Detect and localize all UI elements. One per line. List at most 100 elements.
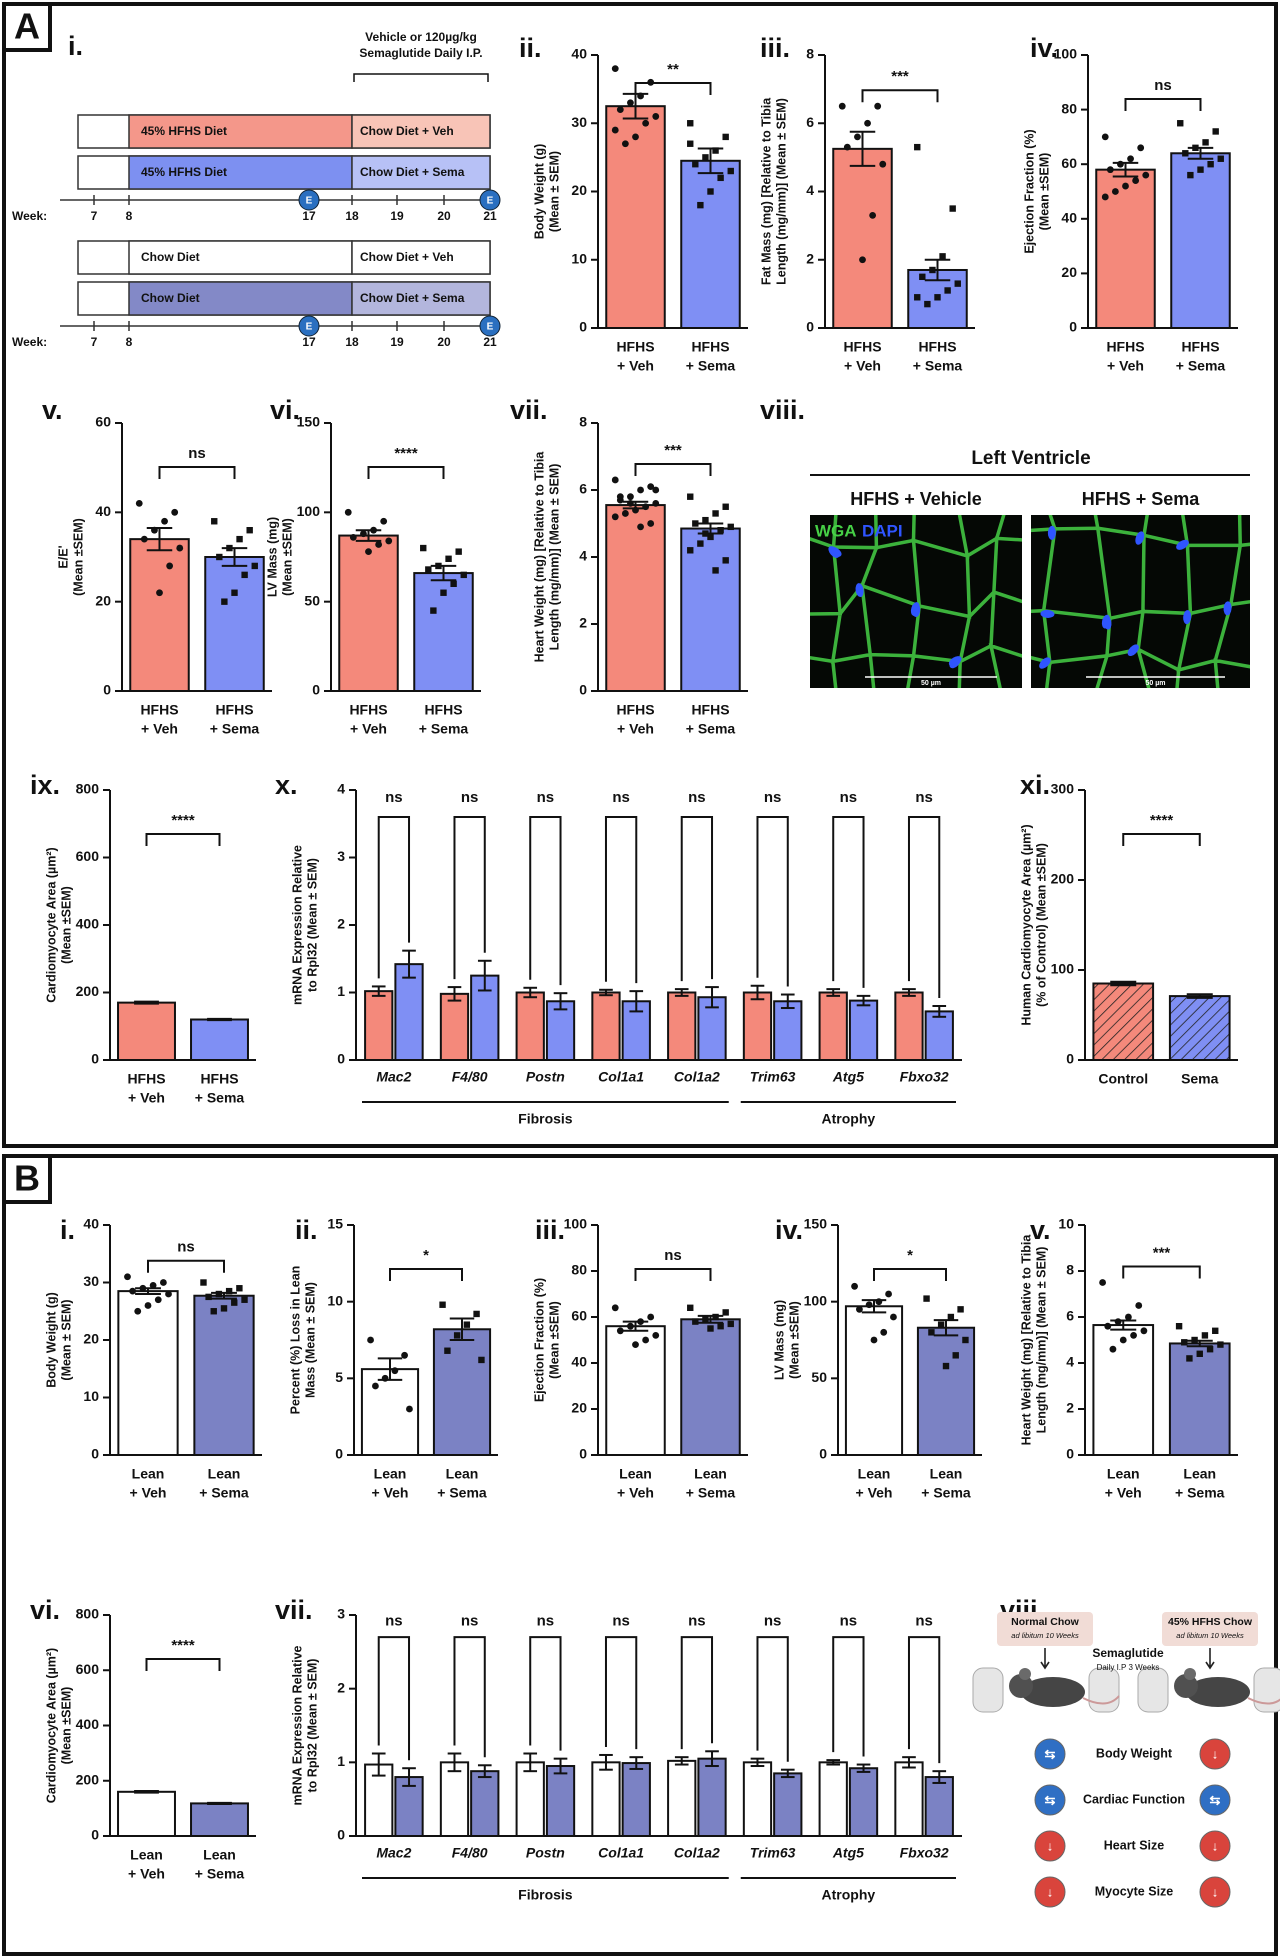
y-axis-label: (Mean ±SEM)	[59, 886, 73, 964]
data-point	[880, 1328, 888, 1336]
week-tick-label: 8	[126, 335, 133, 349]
week-tick-label: 21	[483, 209, 497, 223]
x-tick-label: HFHS	[1106, 339, 1144, 355]
x-tick-label: + Veh	[1105, 1485, 1142, 1501]
x-tick-label: HFHS	[140, 702, 178, 718]
bar	[773, 1772, 803, 1837]
data-point	[642, 119, 650, 127]
outcome-label: Cardiac Function	[1083, 1792, 1185, 1806]
outcome-label: Heart Size	[1104, 1838, 1164, 1852]
y-tick-label: 4	[806, 182, 814, 198]
bar	[818, 991, 848, 1061]
panel-label: iii.	[535, 1215, 565, 1245]
y-tick-label: 30	[571, 114, 587, 130]
data-point	[151, 526, 158, 534]
significance-bracket	[145, 833, 221, 846]
data-point	[934, 294, 941, 301]
data-point	[632, 506, 639, 514]
outcome-label: Body Weight	[1096, 1746, 1173, 1760]
week-tick-label: 8	[126, 209, 133, 223]
x-tick-label: Control	[1098, 1071, 1148, 1087]
bar	[924, 1010, 954, 1062]
data-point	[1196, 1350, 1203, 1357]
x-tick-label: + Veh	[350, 721, 387, 737]
data-point	[879, 160, 887, 168]
data-point	[722, 503, 729, 510]
week-tick-label: 21	[483, 335, 497, 349]
x-tick-label: + Veh	[844, 358, 881, 374]
y-axis-label: Cardiomyocyte Area (µm²)	[44, 1648, 58, 1803]
data-point	[1217, 155, 1224, 162]
x-tick-label: + Sema	[1176, 358, 1226, 374]
y-tick-label: 0	[1069, 319, 1077, 335]
data-point	[652, 1332, 660, 1339]
y-tick-label: 40	[83, 1216, 99, 1232]
data-point	[652, 486, 660, 494]
data-point	[632, 133, 639, 141]
bar	[117, 1001, 176, 1061]
data-point	[1104, 1322, 1112, 1330]
y-tick-label: 100	[297, 503, 321, 519]
data-point	[727, 523, 734, 531]
x-tick-label: + Veh	[130, 1485, 167, 1501]
data-point	[627, 493, 634, 501]
data-point	[919, 273, 926, 281]
x-tick-label: F4/80	[452, 1845, 488, 1861]
nucleus-stain	[1127, 644, 1139, 657]
x-tick-label: Lean	[858, 1466, 891, 1482]
significance-bracket	[1124, 98, 1202, 111]
outcome-icon	[1034, 1738, 1066, 1770]
y-tick-label: 600	[76, 1661, 100, 1677]
data-point	[1135, 1302, 1143, 1309]
y-tick-label: 8	[579, 414, 587, 430]
significance-bracket	[377, 1636, 411, 1761]
x-tick-label: + Sema	[210, 721, 260, 737]
data-point	[1114, 1318, 1122, 1325]
data-point	[1187, 171, 1194, 179]
bar	[924, 1776, 954, 1837]
handler-sleeve	[1137, 1667, 1169, 1713]
data-point	[135, 500, 143, 507]
data-point	[1101, 133, 1109, 141]
data-point	[1175, 1323, 1183, 1330]
data-point	[856, 1305, 863, 1313]
y-axis-label: (Mean ±SEM)	[1037, 153, 1051, 231]
data-point	[611, 65, 619, 73]
data-point	[702, 154, 709, 161]
y-tick-label: 0	[579, 319, 587, 335]
y-tick-label: 20	[1061, 264, 1077, 280]
x-tick-label: HFHS	[616, 339, 654, 355]
data-point	[647, 1313, 655, 1321]
data-point	[637, 1318, 644, 1325]
data-point	[869, 211, 877, 219]
y-tick-label: 80	[1061, 100, 1077, 116]
significance-bracket	[377, 816, 411, 979]
y-axis-label: Heart Weight (mg) [Relative to Tibia	[532, 451, 546, 663]
y-tick-label: 1	[337, 1753, 345, 1769]
data-point	[611, 126, 619, 134]
y-axis-label: to Rpl32 (Mean ± SEM)	[305, 858, 319, 992]
significance-bracket	[680, 816, 714, 982]
x-tick-label: Col1a1	[598, 1845, 644, 1861]
y-axis-label: (Mean ±SEM)	[787, 1301, 801, 1379]
data-point	[370, 526, 377, 534]
data-point	[722, 557, 729, 564]
data-point	[380, 517, 388, 525]
micrograph-image	[1031, 515, 1250, 688]
y-tick-label: 0	[312, 682, 320, 698]
data-point	[231, 589, 238, 596]
data-point	[962, 1336, 969, 1344]
y-axis-label: to Rpl32 (Mean ± SEM)	[305, 1659, 319, 1793]
y-tick-label: 8	[806, 46, 814, 62]
data-point	[642, 1336, 650, 1344]
diet-label: 45% HFHS Diet	[141, 165, 227, 179]
data-point	[843, 143, 851, 151]
x-tick-label: Sema	[1181, 1071, 1219, 1087]
panel-label: ii.	[519, 33, 542, 63]
y-tick-label: 100	[1054, 46, 1078, 62]
significance-label: ns	[612, 1613, 630, 1630]
scale-bar-label: 50 µm	[921, 680, 941, 687]
panel-label: ix.	[30, 770, 60, 800]
treatment-note: Daily I.P 3 Weeks	[1097, 1663, 1160, 1672]
